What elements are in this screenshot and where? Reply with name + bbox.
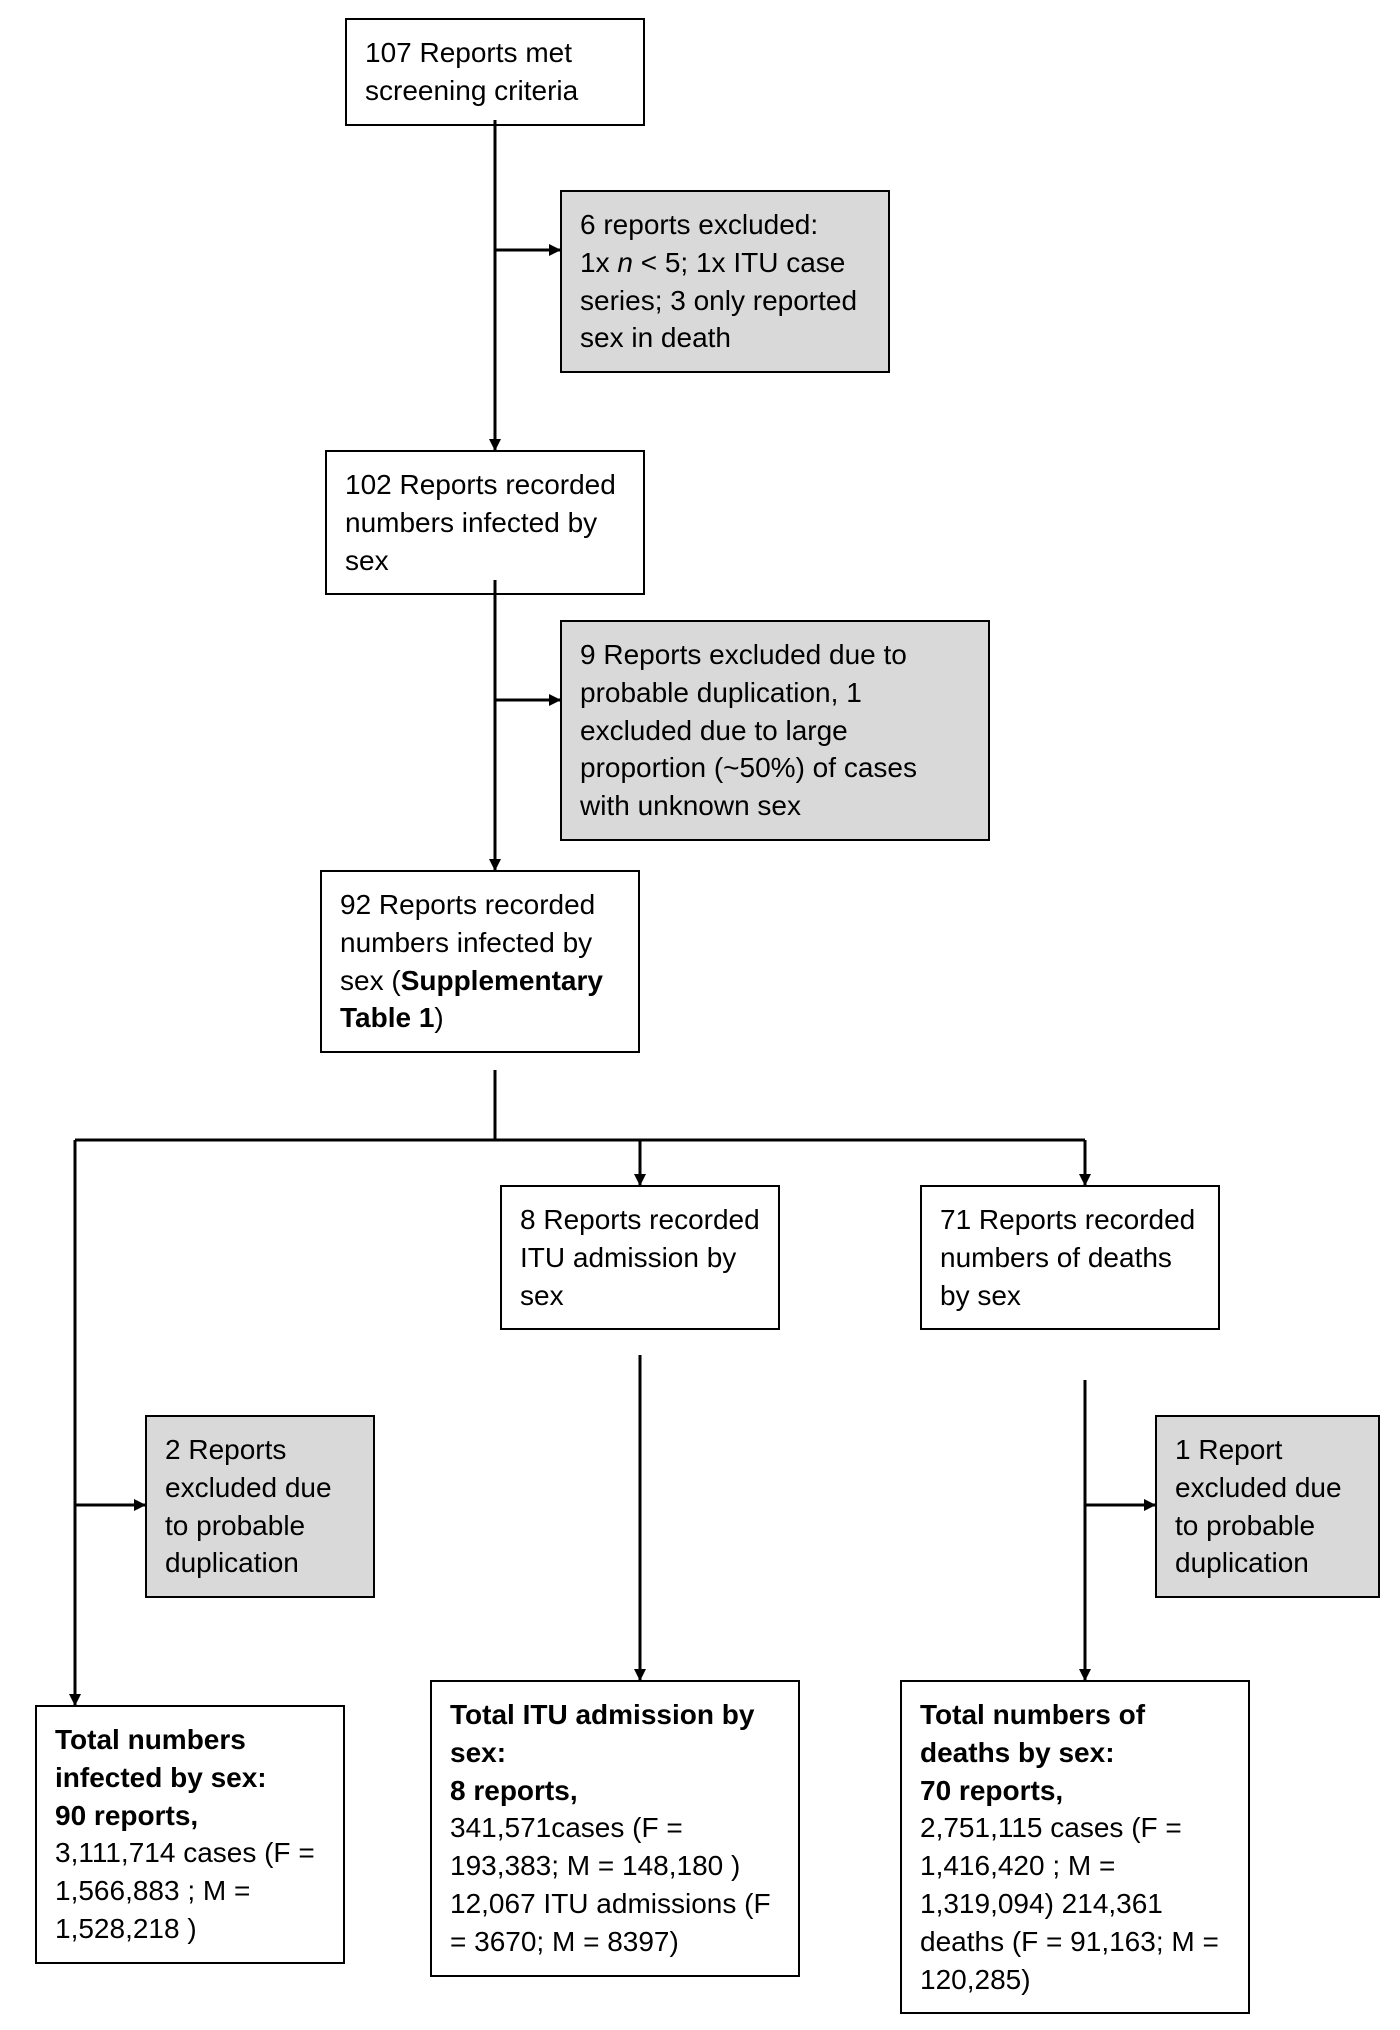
- box-result-itu: Total ITU admission by sex: 8 reports, 3…: [430, 1680, 800, 1977]
- box-exclusion-1: 6 reports excluded: 1x n < 5; 1x ITU cas…: [560, 190, 890, 373]
- text-l1: 6 reports excluded:: [580, 209, 818, 240]
- h2: 90 reports,: [55, 1800, 198, 1831]
- body: 341,571cases (F = 193,383; M = 148,180 )…: [450, 1812, 771, 1956]
- h1: Total numbers infected by sex:: [55, 1724, 267, 1793]
- text-n: n: [617, 247, 633, 278]
- box-exclusion-left: 2 Reports excluded due to probable dupli…: [145, 1415, 375, 1598]
- body: 3,111,714 cases (F = 1,566,883 ; M = 1,5…: [55, 1837, 315, 1944]
- box-102-reports: 102 Reports recorded numbers infected by…: [325, 450, 645, 595]
- body: 2,751,115 cases (F = 1,416,420 ; M = 1,3…: [920, 1812, 1219, 1994]
- box-screening: 107 Reports met screening criteria: [345, 18, 645, 126]
- box-92-reports: 92 Reports recorded numbers infected by …: [320, 870, 640, 1053]
- text: 107 Reports met screening criteria: [365, 37, 578, 106]
- text: 102 Reports recorded numbers infected by…: [345, 469, 616, 576]
- text: 9 Reports excluded due to probable dupli…: [580, 639, 917, 821]
- text-c: ): [434, 1002, 443, 1033]
- h1: Total numbers of deaths by sex:: [920, 1699, 1145, 1768]
- text: 8 Reports recorded ITU admission by sex: [520, 1204, 760, 1311]
- h1: Total ITU admission by sex:: [450, 1699, 754, 1768]
- text: 71 Reports recorded numbers of deaths by…: [940, 1204, 1195, 1311]
- box-exclusion-2: 9 Reports excluded due to probable dupli…: [560, 620, 990, 841]
- h2: 8 reports,: [450, 1775, 578, 1806]
- h2: 70 reports,: [920, 1775, 1063, 1806]
- text-l2a: 1x: [580, 247, 617, 278]
- text: 1 Report excluded due to probable duplic…: [1175, 1434, 1342, 1578]
- box-branch-deaths: 71 Reports recorded numbers of deaths by…: [920, 1185, 1220, 1330]
- box-exclusion-right: 1 Report excluded due to probable duplic…: [1155, 1415, 1380, 1598]
- box-result-infected: Total numbers infected by sex: 90 report…: [35, 1705, 345, 1964]
- box-result-deaths: Total numbers of deaths by sex: 70 repor…: [900, 1680, 1250, 2014]
- box-branch-itu: 8 Reports recorded ITU admission by sex: [500, 1185, 780, 1330]
- text: 2 Reports excluded due to probable dupli…: [165, 1434, 332, 1578]
